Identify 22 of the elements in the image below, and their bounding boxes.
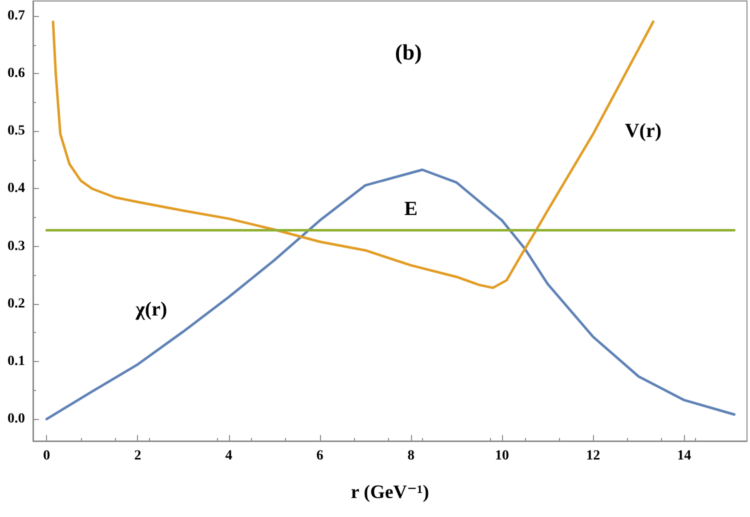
- y-tick-label: 0.4: [8, 181, 25, 196]
- y-tick-label: 0.1: [8, 354, 25, 370]
- text: (b): [395, 40, 422, 64]
- y-tick-label: 0.6: [8, 66, 25, 82]
- series-label: χ(r): [134, 298, 168, 321]
- x-tick-label: 14: [677, 448, 692, 464]
- x-tick-label: 4: [225, 448, 232, 464]
- y-tick-label: 0.5: [8, 124, 25, 139]
- x-tick-label: 0: [43, 448, 50, 464]
- y-tick-label: 0.0: [8, 412, 25, 427]
- series-label: E: [404, 198, 418, 220]
- x-tick-label: 8: [407, 448, 414, 464]
- y-tick-label: 0.2: [8, 296, 25, 312]
- y-tick-label: 0.3: [8, 238, 25, 254]
- y-tick-label: 0.7: [8, 8, 25, 24]
- x-axis-title: r (GeV⁻¹): [350, 482, 430, 503]
- x-tick-label: 2: [134, 448, 142, 464]
- line-series: [45, 168, 736, 420]
- x-tick-label: 10: [495, 448, 510, 464]
- x-tick-label: 6: [316, 448, 324, 464]
- series-label: V(r): [624, 120, 662, 142]
- x-tick-label: 12: [586, 448, 600, 464]
